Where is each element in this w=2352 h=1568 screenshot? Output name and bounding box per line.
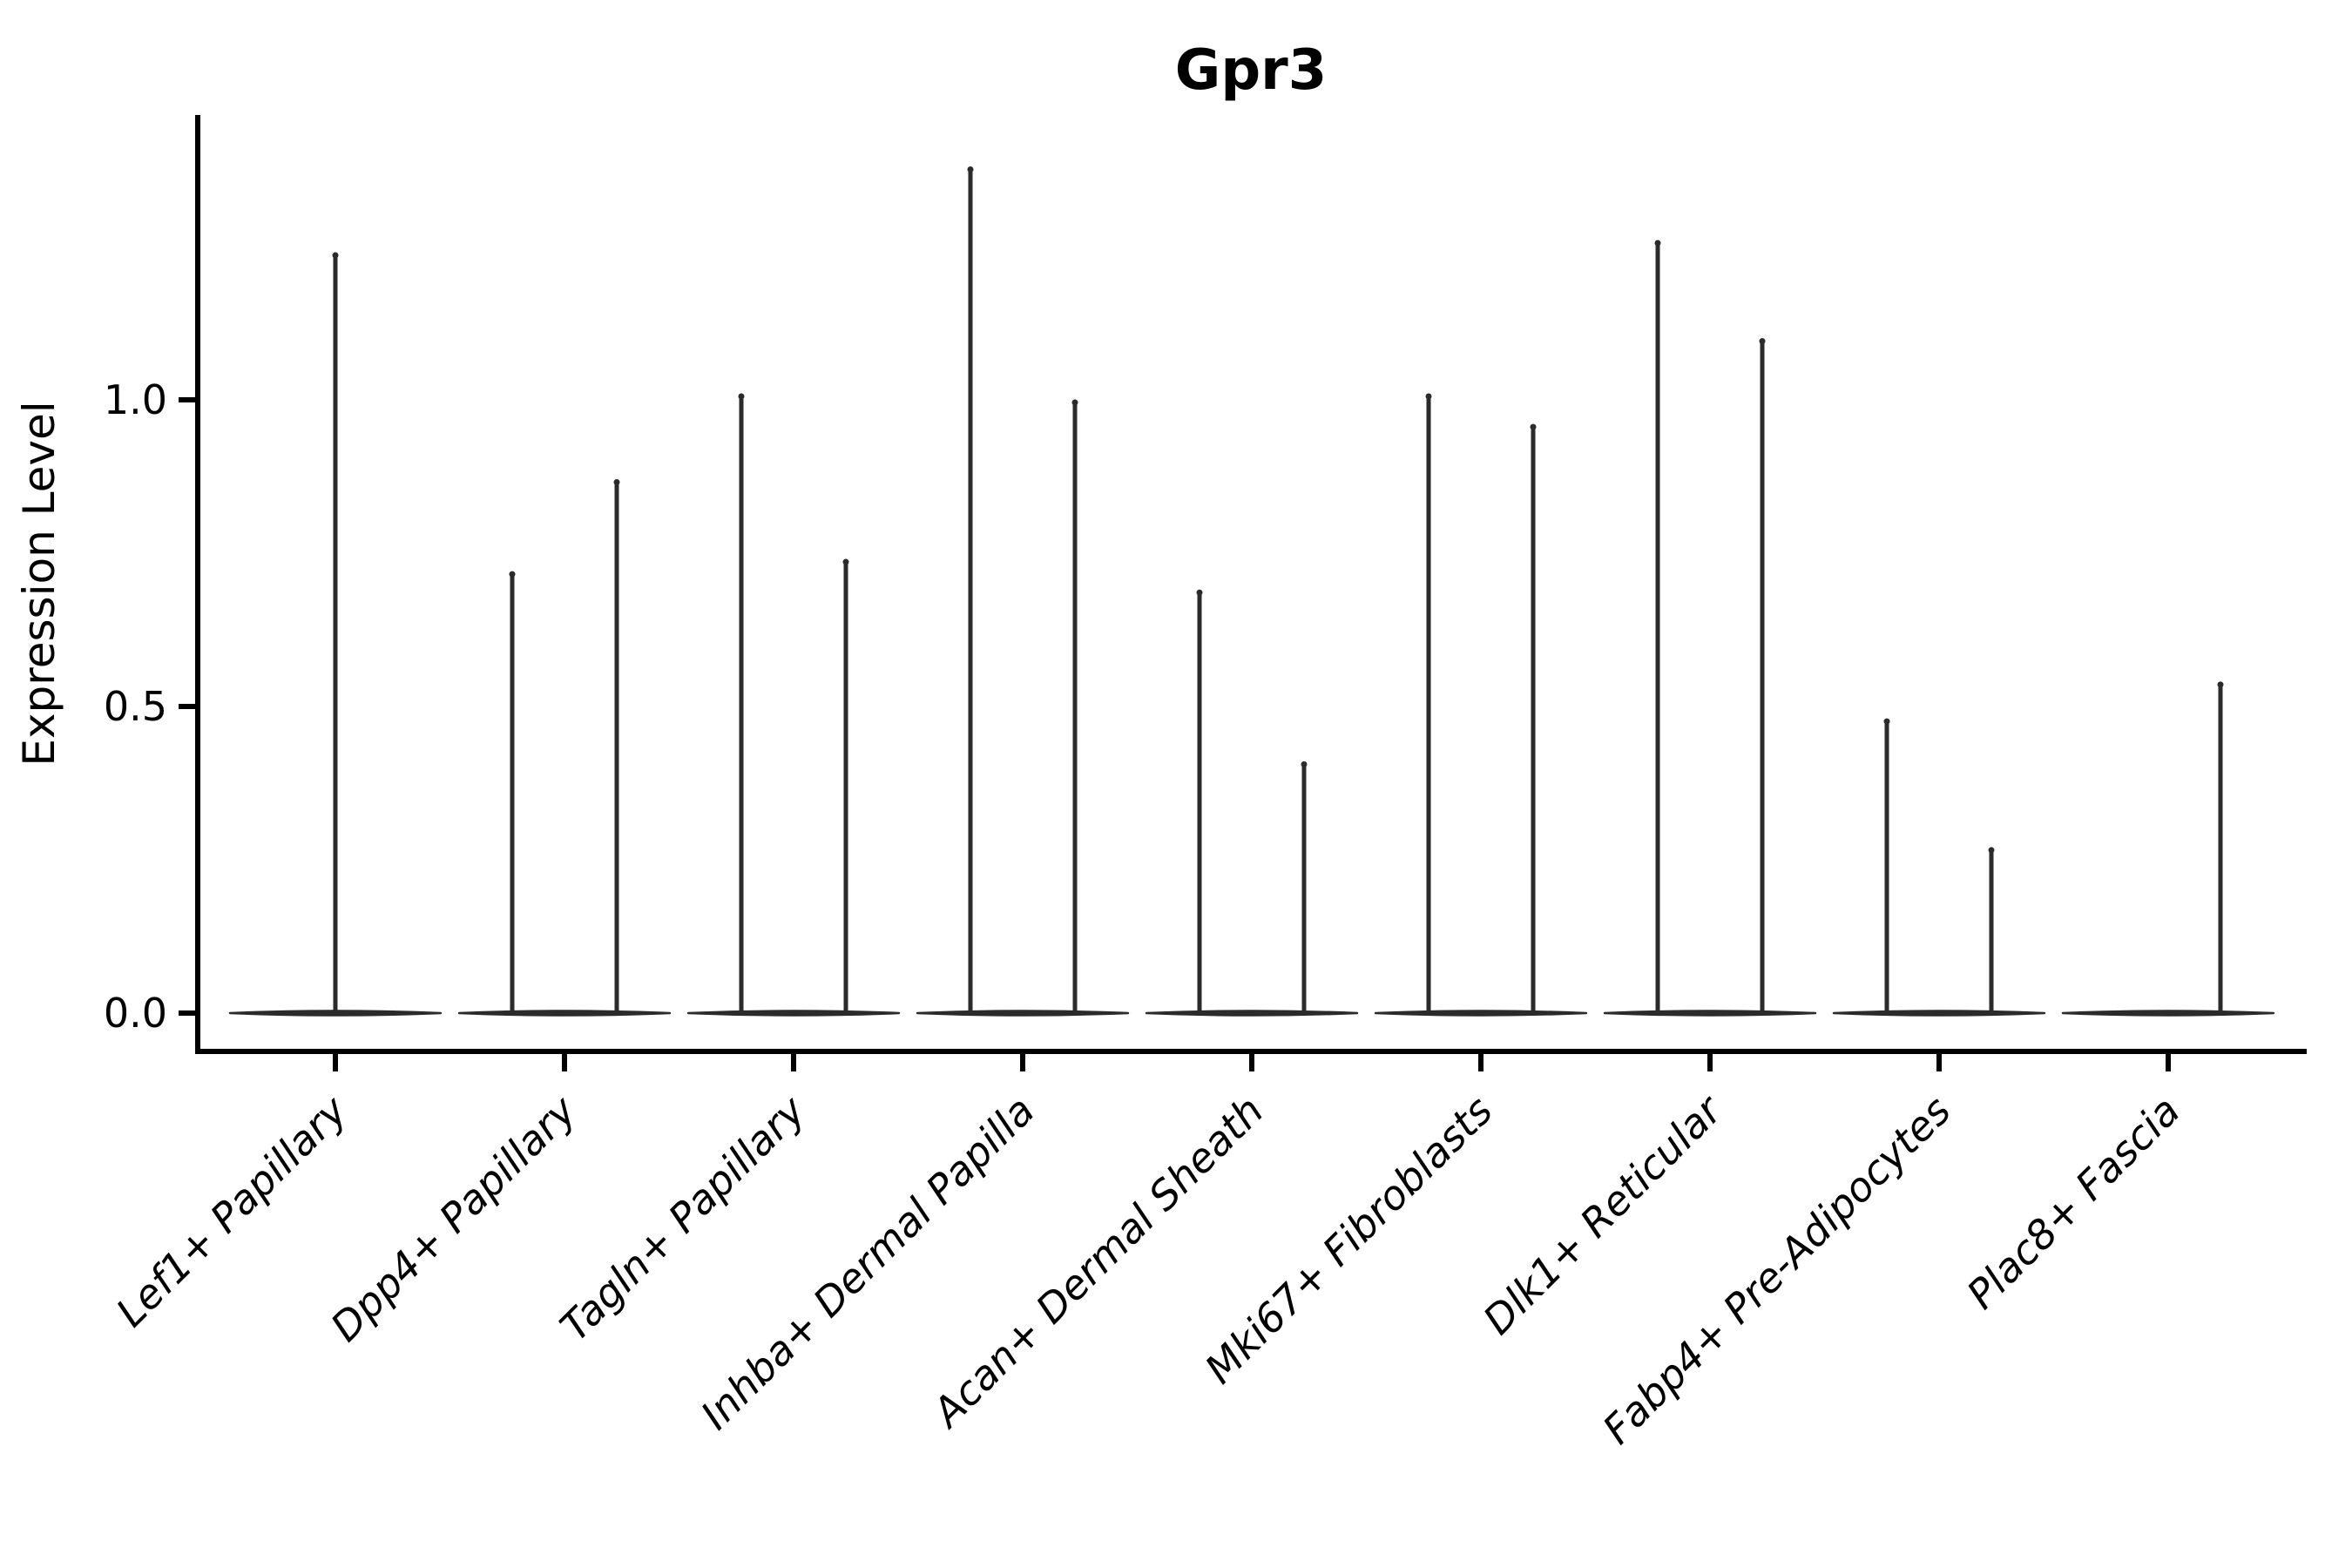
violin-spike-tip [1654,240,1661,247]
x-tick-label: Plac8+ Fascia [1957,1087,2188,1318]
violin [686,393,901,1017]
chart-title: Gpr3 [1175,38,1327,103]
violin-spike-tip [1530,423,1537,430]
violin-baseline [916,1010,1130,1017]
violin-spike-tip [2217,681,2224,688]
violins [228,166,2275,1017]
violin-spike-tip [332,252,339,259]
violin [1145,589,1359,1017]
violin-baseline [1374,1010,1588,1017]
y-axis-label: Expression Level [14,401,64,766]
y-axis-ticks: 0.0 0.5 1.0 [104,376,198,1037]
violin [916,166,1130,1017]
x-tick-label: Dlk1+ Reticular [1474,1085,1733,1343]
x-tick-label: Lef1+ Papillary [107,1086,356,1335]
violin-spike-tip [1301,760,1308,767]
violin-baseline [686,1010,901,1017]
violin-spike-tip [738,393,745,400]
violin-spike-tip [1988,847,1995,854]
violin-baseline [1603,1010,1817,1017]
violin [457,479,672,1017]
violin-baseline [1832,1010,2046,1017]
violin [1374,393,1588,1017]
y-tick-label: 0.5 [104,683,167,730]
violin-spike-tip [509,571,516,578]
violin-spike-tip [1759,338,1766,345]
violin [228,252,443,1017]
violin-spike-tip [1196,589,1203,596]
violin-spike-tip [1883,718,1890,725]
violin-spike-tip [842,558,849,565]
violin [1832,718,2046,1017]
y-tick-label: 1.0 [104,376,167,423]
violin-baseline [2061,1010,2275,1017]
violin-spike-tip [967,166,974,172]
violin-spike-tip [613,479,620,486]
y-tick-label: 0.0 [104,990,167,1037]
violin-baseline [1145,1010,1359,1017]
violin-baseline [457,1010,672,1017]
x-tick-label: Dpp4+ Papillary [321,1086,585,1350]
violin-spike-tip [1071,399,1078,406]
x-tick-label: Tagln+ Papillary [551,1086,814,1350]
violin-spike-tip [1425,393,1432,400]
violin [1603,240,1817,1017]
violin [2061,681,2275,1017]
